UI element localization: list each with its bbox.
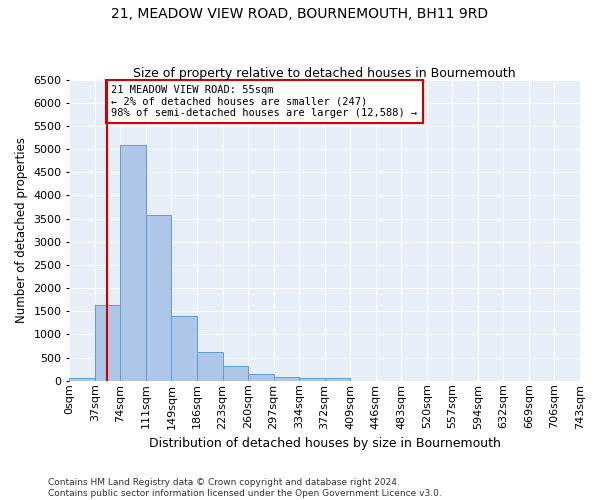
Text: 21 MEADOW VIEW ROAD: 55sqm
← 2% of detached houses are smaller (247)
98% of semi: 21 MEADOW VIEW ROAD: 55sqm ← 2% of detac…: [111, 85, 418, 118]
Bar: [248, 374, 274, 381]
Bar: [146, 215, 172, 381]
Text: Contains HM Land Registry data © Crown copyright and database right 2024.
Contai: Contains HM Land Registry data © Crown c…: [48, 478, 442, 498]
Bar: [70, 378, 95, 381]
Bar: [325, 378, 350, 381]
Text: 21, MEADOW VIEW ROAD, BOURNEMOUTH, BH11 9RD: 21, MEADOW VIEW ROAD, BOURNEMOUTH, BH11 …: [112, 8, 488, 22]
Bar: [299, 378, 325, 381]
X-axis label: Distribution of detached houses by size in Bournemouth: Distribution of detached houses by size …: [149, 437, 500, 450]
Title: Size of property relative to detached houses in Bournemouth: Size of property relative to detached ho…: [133, 66, 516, 80]
Bar: [223, 366, 248, 381]
Bar: [197, 352, 223, 381]
Bar: [172, 316, 197, 381]
Bar: [274, 377, 299, 381]
Bar: [95, 305, 121, 381]
Bar: [121, 146, 146, 381]
Y-axis label: Number of detached properties: Number of detached properties: [15, 137, 28, 323]
